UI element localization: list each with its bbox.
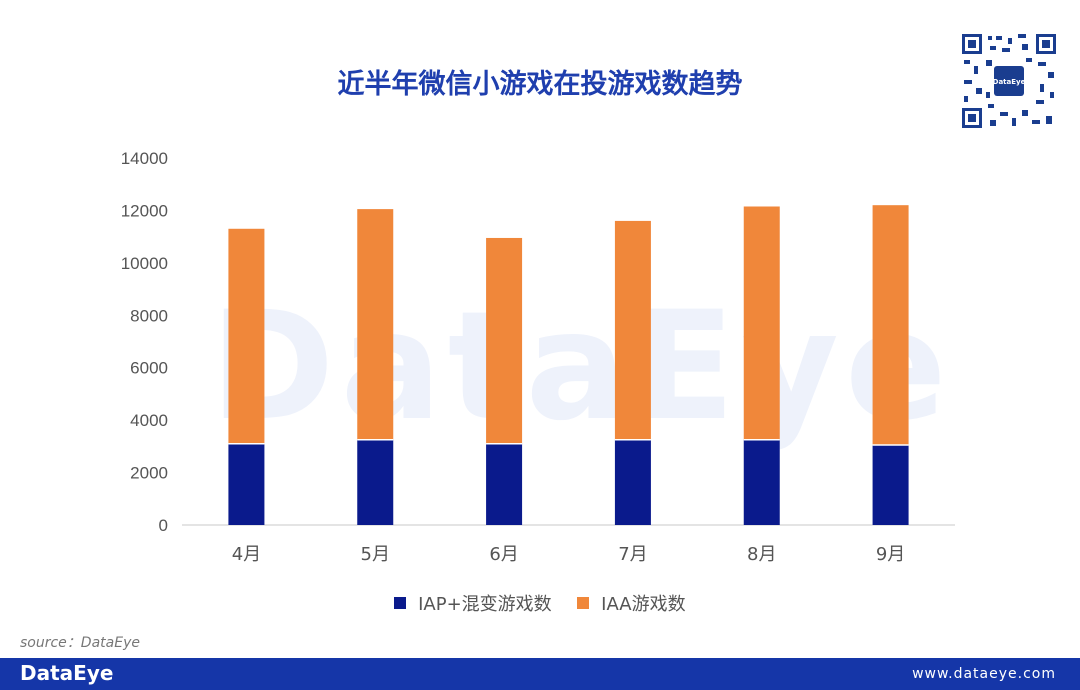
y-tick-label: 14000 <box>121 149 168 168</box>
bar-iap-2 <box>357 439 394 525</box>
legend-swatch-iap <box>394 597 407 609</box>
qr-logo-text: DataEye <box>993 78 1026 86</box>
y-tick-label: 4000 <box>130 411 168 430</box>
footer-url[interactable]: www.dataeye.com <box>912 666 1056 682</box>
source-note: source：DataEye <box>20 635 140 651</box>
x-tick-label: 5月 <box>361 544 390 565</box>
watermark: DataEye <box>210 280 953 454</box>
y-tick-label: 0 <box>159 516 168 535</box>
legend-swatch-iaa <box>577 597 590 609</box>
y-tick-label: 6000 <box>130 359 168 378</box>
x-tick-label: 6月 <box>489 544 518 565</box>
y-axis: 0 2000 4000 6000 8000 10000 12000 14000 <box>121 149 168 535</box>
legend: IAP+混变游戏数 IAA游戏数 <box>0 590 1080 616</box>
x-tick-label: 8月 <box>747 544 776 565</box>
bar-iaa-4 <box>614 220 651 440</box>
bar-iaa-5 <box>743 206 780 440</box>
y-tick-label: 10000 <box>121 254 168 273</box>
legend-label-iap: IAP+混变游戏数 <box>418 594 552 615</box>
legend-item-iap: IAP+混变游戏数 <box>394 590 552 616</box>
legend-label-iaa: IAA游戏数 <box>601 594 686 615</box>
bar-iap-3 <box>486 443 523 525</box>
x-axis: 4月 5月 6月 7月 8月 9月 <box>182 524 955 565</box>
bar-iaa-3 <box>486 237 523 444</box>
x-tick-label: 9月 <box>876 544 905 565</box>
bars <box>228 205 909 525</box>
bar-iaa-1 <box>228 228 265 444</box>
bar-iap-1 <box>228 443 265 525</box>
bar-iap-6 <box>872 445 909 525</box>
footer-logo: DataEye <box>20 661 114 685</box>
bar-iaa-2 <box>357 209 394 440</box>
chart-title: 近半年微信小游戏在投游戏数趋势 <box>337 69 743 100</box>
y-tick-label: 2000 <box>130 464 168 483</box>
bar-iap-4 <box>614 439 651 525</box>
y-tick-label: 12000 <box>121 201 168 220</box>
legend-item-iaa: IAA游戏数 <box>577 590 686 616</box>
y-tick-label: 8000 <box>130 306 168 325</box>
x-tick-label: 4月 <box>232 544 261 565</box>
x-tick-label: 7月 <box>618 544 647 565</box>
bar-iaa-6 <box>872 205 909 446</box>
qr-code: DataEye <box>960 32 1058 130</box>
bar-iap-5 <box>743 439 780 525</box>
footer-bar: DataEye www.dataeye.com <box>0 658 1080 690</box>
